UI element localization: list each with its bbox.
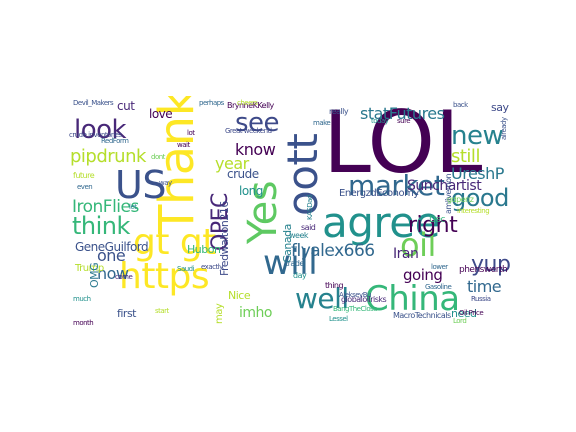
word: love [149,107,173,121]
word: week [289,231,309,240]
word: wait [177,141,190,149]
word: even [77,183,93,191]
word: Sunchartist [407,178,482,194]
word: US [115,163,166,207]
word: Lessel [329,315,348,323]
word: agree [322,198,440,247]
word: China [365,279,460,319]
word: GeneGuilford [75,240,149,254]
word: Saudi [177,265,195,273]
word: look [74,115,127,145]
word: RedForm [101,137,129,145]
word: really [329,107,349,116]
word: Hubon [187,243,221,256]
word: say [491,101,509,114]
word: Great weekend [225,127,272,135]
word: KASDad [306,195,314,220]
word: IronFlies [72,197,139,217]
word: one [97,246,126,265]
word: gdpenz [447,195,474,204]
word: said [301,223,316,232]
word: know [235,140,276,159]
word: https [119,256,210,297]
word: yup [471,252,511,277]
word: back [453,101,468,109]
word: still [451,146,480,167]
word: AlekseyBu [339,291,371,299]
word: trade [285,259,304,268]
word: pipdrunk [70,146,146,167]
word: amlivemon [444,173,453,214]
word: come [115,273,133,281]
word: Trump [75,263,104,274]
word: oil [400,226,436,264]
word: today [371,117,389,125]
word: time [467,277,502,296]
word: new [451,121,504,151]
word: way [159,179,172,187]
word: now [97,264,129,283]
word: let [129,203,137,211]
word: day [293,271,307,280]
word: year [215,154,249,173]
word: long [239,184,263,198]
word: thing [325,281,344,290]
word: first [117,307,137,320]
word: statFutures [360,104,445,123]
word: lower [431,263,448,271]
word: market [348,169,445,202]
word: already [500,117,508,140]
word: BrynneKKelly [227,101,274,110]
word: gt gt [133,222,216,263]
word: EnergzdEconomy [339,188,419,199]
word: UreshP [451,164,504,183]
word: Iran [393,246,419,262]
word: may [214,303,225,324]
word: see [235,108,280,138]
word: Nice [228,289,251,302]
word: will [263,243,318,283]
word: LOL [323,96,482,193]
word: Gasoline [425,283,452,291]
word-cloud: LOL Thank oott agree Yes US gt gt https … [67,96,513,329]
word: exactly [201,263,223,271]
word: future [73,171,95,180]
word: sure [397,117,411,125]
word: well [295,282,349,315]
word: right [408,213,458,238]
word: Devil_Makers [73,99,114,107]
word: globaloilrisks [341,295,387,304]
word: Lord [453,317,467,325]
word: month [73,319,94,327]
word: think [72,212,130,240]
word: make [313,119,331,127]
word: MacroTechnicals [393,311,451,320]
word: cut [117,99,135,113]
word: lot [187,129,195,137]
word: need [451,307,477,320]
word: good [451,184,509,212]
word: oott [278,133,327,216]
word: cheers [237,99,258,107]
word: phenswerth [459,265,508,275]
word: Russia [471,295,491,303]
word: perhaps [199,99,224,107]
word: OMG [88,262,101,288]
word: going [403,266,443,284]
word: crude [227,167,259,181]
word: interesting [457,207,490,215]
word: dont [151,153,165,161]
word: crude inventories [69,131,122,139]
word: Dec [429,215,445,225]
word: much [73,295,91,303]
word: imho [239,305,272,321]
word: Canada [281,224,294,263]
word: Oil Price [459,309,484,317]
word: start [155,307,169,315]
word: BangTheClose [333,305,378,313]
word: flyalex666 [291,241,375,261]
